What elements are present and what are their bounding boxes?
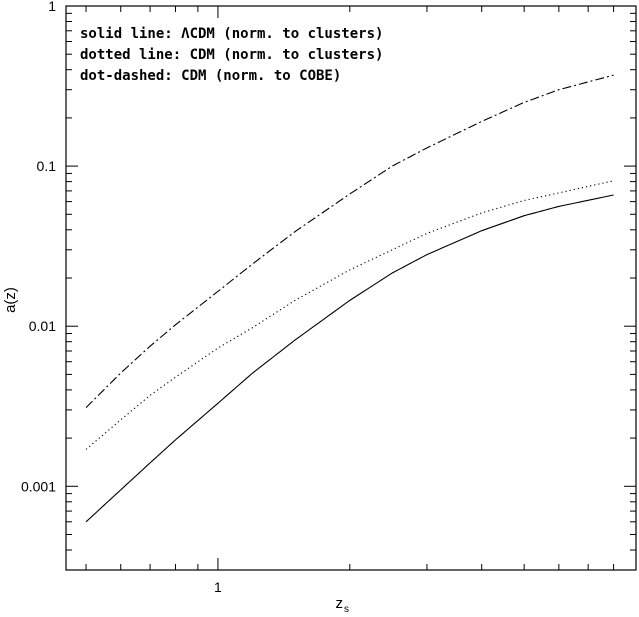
x-axis-title: z	[336, 595, 344, 612]
y-tick-label: 0.001	[21, 478, 56, 494]
y-axis-title: a(z)	[2, 287, 19, 313]
series-line-solid	[85, 194, 614, 523]
tick-labels: 1 0.1 0.01 0.001 1	[21, 0, 222, 595]
axis-ticks	[66, 5, 637, 571]
y-tick-label: 0.01	[29, 318, 56, 334]
series-group	[85, 74, 614, 523]
plot-frame	[65, 5, 637, 571]
legend-line-1: solid line: ΛCDM (norm. to clusters)	[80, 26, 383, 42]
legend-line-2: dotted line: CDM (norm. to clusters)	[80, 47, 383, 63]
y-tick-label: 0.1	[37, 158, 57, 174]
legend-line-3: dot-dashed: CDM (norm. to COBE)	[80, 68, 341, 84]
series-line-dotted	[85, 180, 614, 450]
series-line-dot-dashed	[85, 74, 614, 409]
x-axis-title-subscript: s	[344, 604, 349, 615]
x-tick-label: 1	[214, 579, 222, 595]
y-tick-label: 1	[48, 0, 56, 14]
